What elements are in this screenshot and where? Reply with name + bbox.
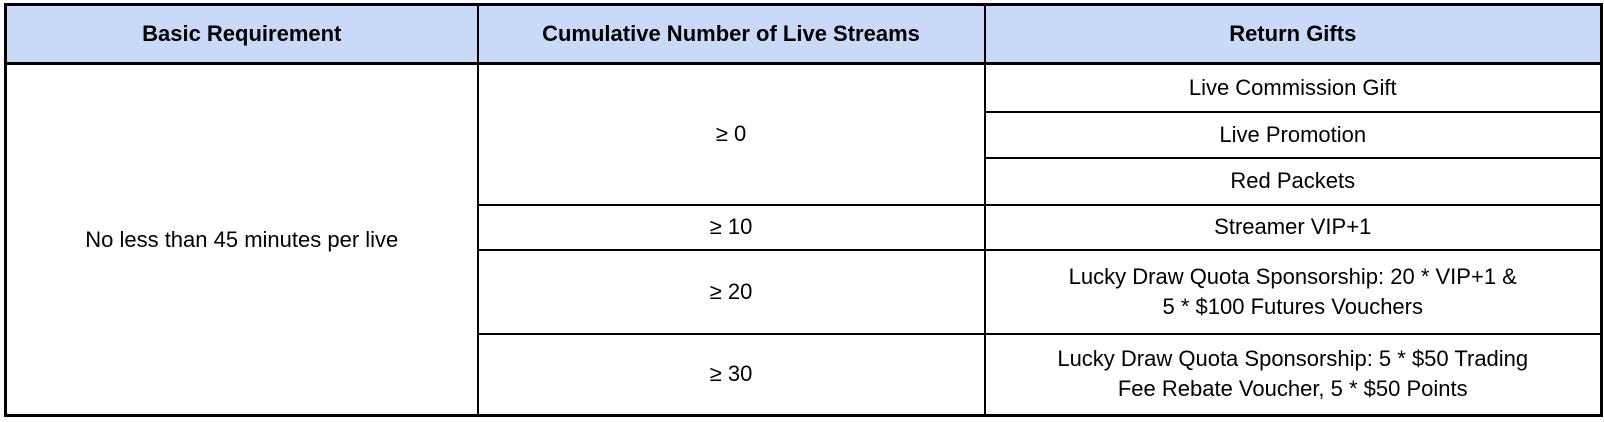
gift-cell-lucky-draw-30: Lucky Draw Quota Sponsorship: 5 * $50 Tr…	[983, 332, 1603, 417]
gift-cell-lucky-draw-20: Lucky Draw Quota Sponsorship: 20 * VIP+1…	[983, 248, 1603, 335]
gift-text: Lucky Draw Quota Sponsorship: 5 * $50 Tr…	[1057, 346, 1529, 402]
gift-cell-live-promotion: Live Promotion	[983, 110, 1603, 159]
basic-requirement-cell: No less than 45 minutes per live	[4, 62, 479, 417]
table-row: Red Packets	[6, 156, 1603, 206]
streams-tier-20-cell: ≥ 20	[476, 248, 986, 335]
column-header-return-gifts: Return Gifts	[983, 3, 1603, 65]
streams-tier-10-cell: ≥ 10	[476, 203, 986, 251]
header-row: Basic Requirement Cumulative Number of L…	[4, 3, 1603, 65]
gift-cell-live-commission: Live Commission Gift	[983, 62, 1603, 113]
table-row: ≥ 30 Lucky Draw Quota Sponsorship: 5 * $…	[6, 332, 1603, 417]
streams-tier-0-cell: ≥ 0	[476, 62, 986, 206]
gift-text: Lucky Draw Quota Sponsorship: 20 * VIP+1…	[1068, 263, 1517, 319]
return-gifts-table: Basic Requirement Cumulative Number of L…	[4, 3, 1603, 417]
table-row: ≥ 20 Lucky Draw Quota Sponsorship: 20 * …	[6, 248, 1603, 335]
table-row: No less than 45 minutes per live ≥ 0 Liv…	[4, 62, 1603, 417]
column-header-basic-requirement: Basic Requirement	[4, 3, 479, 65]
streams-tier-30-cell: ≥ 30	[476, 332, 986, 417]
gift-cell-streamer-vip: Streamer VIP+1	[983, 203, 1603, 251]
table-row: Live Promotion	[6, 110, 1603, 159]
table-row: ≥ 10 Streamer VIP+1	[6, 203, 1603, 251]
gift-cell-red-packets: Red Packets	[983, 156, 1603, 206]
column-header-cumulative-live-streams: Cumulative Number of Live Streams	[476, 3, 986, 65]
